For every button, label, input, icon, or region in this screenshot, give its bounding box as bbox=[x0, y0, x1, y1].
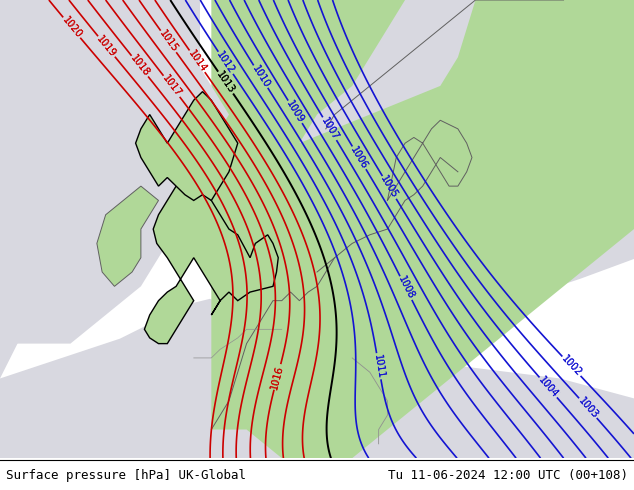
Polygon shape bbox=[0, 299, 634, 458]
Text: 1020: 1020 bbox=[60, 15, 84, 40]
Text: 1010: 1010 bbox=[250, 64, 271, 90]
Text: Surface pressure [hPa] UK-Global: Surface pressure [hPa] UK-Global bbox=[6, 469, 247, 482]
Text: 1014: 1014 bbox=[186, 49, 209, 74]
Polygon shape bbox=[0, 0, 229, 172]
Polygon shape bbox=[97, 186, 158, 286]
Text: 1011: 1011 bbox=[372, 353, 385, 379]
Text: 1005: 1005 bbox=[378, 174, 400, 200]
Text: 1011: 1011 bbox=[372, 353, 385, 379]
Text: 1007: 1007 bbox=[319, 116, 340, 142]
Text: 1012: 1012 bbox=[215, 50, 236, 76]
Text: 1016: 1016 bbox=[269, 364, 285, 390]
Text: 1018: 1018 bbox=[128, 53, 152, 79]
Text: 1004: 1004 bbox=[536, 375, 560, 400]
Polygon shape bbox=[211, 0, 634, 458]
Text: 1005: 1005 bbox=[378, 174, 400, 200]
Text: 1006: 1006 bbox=[349, 145, 370, 171]
Text: 1003: 1003 bbox=[576, 395, 600, 420]
Polygon shape bbox=[0, 100, 194, 343]
Text: 1019: 1019 bbox=[95, 34, 118, 59]
Text: 1009: 1009 bbox=[285, 99, 306, 125]
Text: 1015: 1015 bbox=[157, 28, 179, 54]
Text: 1015: 1015 bbox=[157, 28, 179, 54]
Text: 1008: 1008 bbox=[396, 275, 416, 301]
Text: 1009: 1009 bbox=[285, 99, 306, 125]
Text: 1019: 1019 bbox=[95, 34, 118, 59]
Text: 1018: 1018 bbox=[128, 53, 152, 79]
Text: 1014: 1014 bbox=[186, 49, 209, 74]
Text: Tu 11-06-2024 12:00 UTC (00+108): Tu 11-06-2024 12:00 UTC (00+108) bbox=[387, 469, 628, 482]
Text: 1012: 1012 bbox=[215, 50, 236, 76]
Text: 1017: 1017 bbox=[160, 74, 183, 99]
Text: 1016: 1016 bbox=[269, 364, 285, 390]
Text: 1006: 1006 bbox=[349, 145, 370, 171]
Text: 1004: 1004 bbox=[536, 375, 560, 400]
Polygon shape bbox=[0, 0, 200, 378]
Text: 1010: 1010 bbox=[250, 64, 271, 90]
Text: 1008: 1008 bbox=[396, 275, 416, 301]
Polygon shape bbox=[299, 0, 476, 143]
Polygon shape bbox=[315, 0, 634, 329]
Text: 1002: 1002 bbox=[559, 354, 583, 379]
Polygon shape bbox=[145, 172, 278, 343]
Text: 1017: 1017 bbox=[160, 74, 183, 99]
Polygon shape bbox=[136, 92, 238, 200]
Text: 1002: 1002 bbox=[559, 354, 583, 379]
Text: 1013: 1013 bbox=[214, 70, 236, 96]
Text: 1007: 1007 bbox=[319, 116, 340, 142]
Text: 1020: 1020 bbox=[60, 15, 84, 40]
Text: 1013: 1013 bbox=[214, 70, 236, 96]
Text: 1003: 1003 bbox=[576, 395, 600, 420]
